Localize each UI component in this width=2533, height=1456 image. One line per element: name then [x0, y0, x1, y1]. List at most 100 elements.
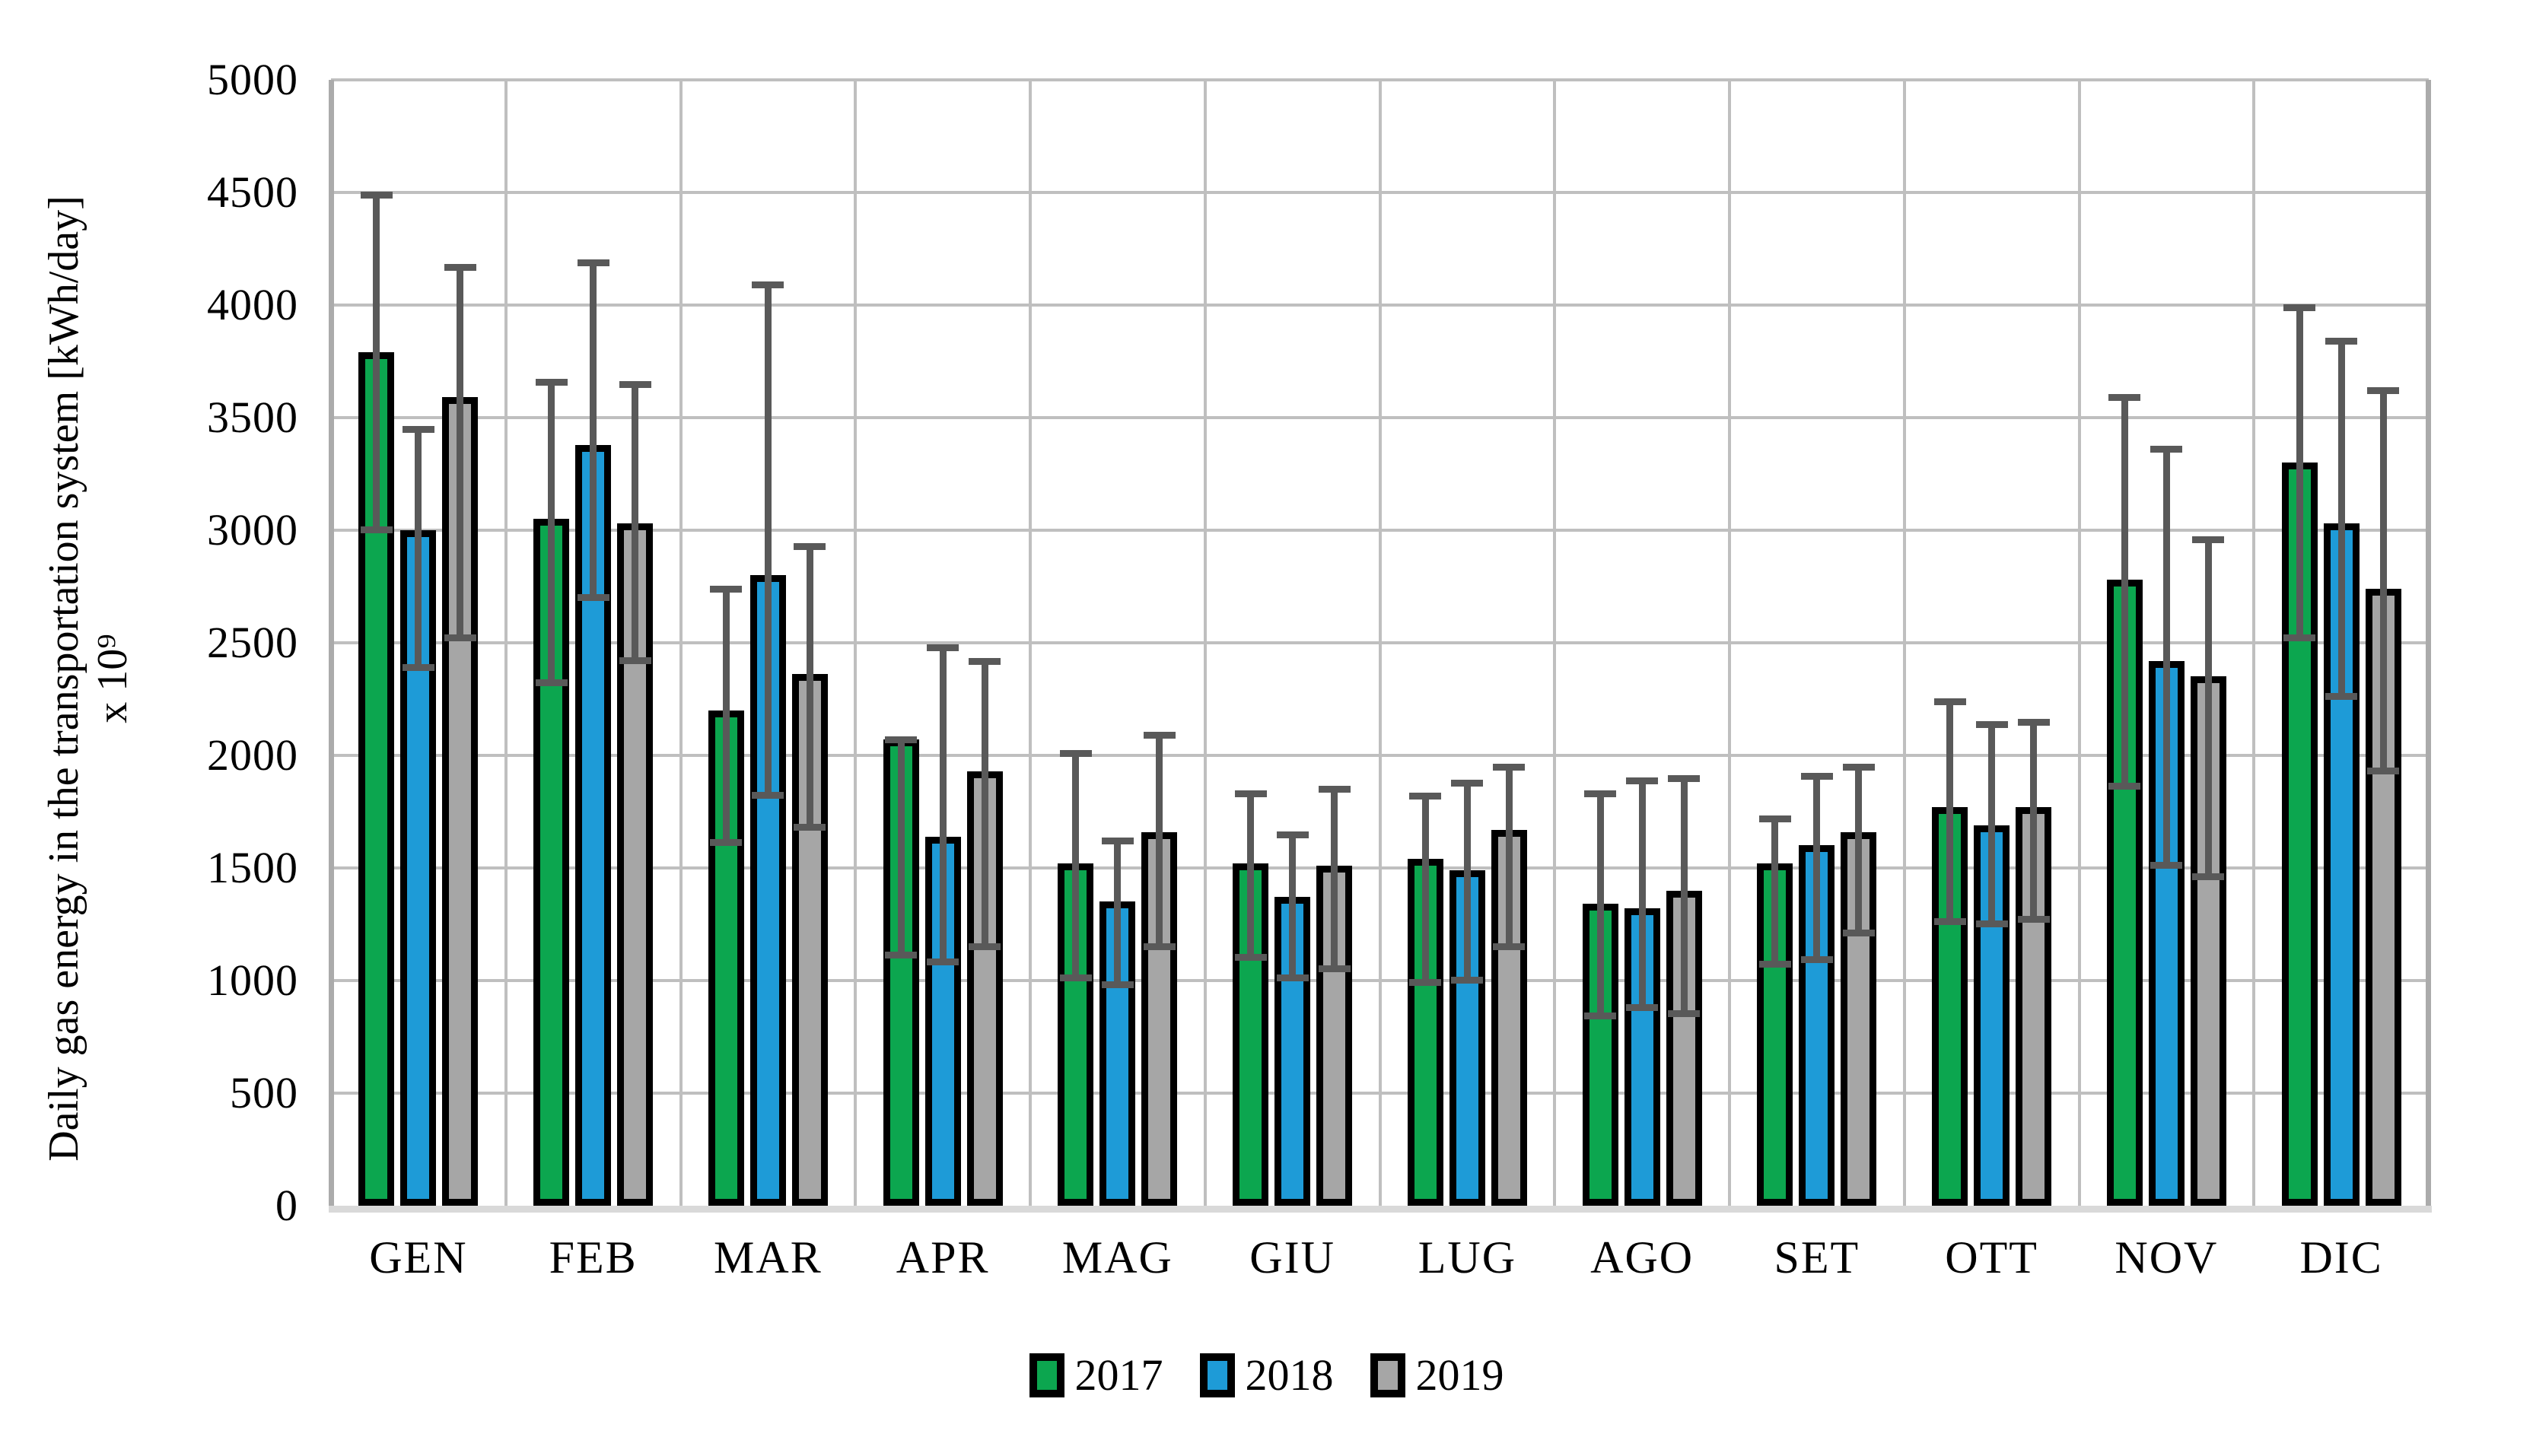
error-bar-cap-top — [1318, 786, 1351, 793]
legend-label-2017: 2017 — [1074, 1350, 1163, 1400]
bar-2019-AGO — [1666, 890, 1702, 1206]
error-bar-cap-bottom — [2325, 693, 2358, 701]
error-bar-cap-bottom — [885, 952, 918, 959]
error-bar-line — [1505, 766, 1513, 947]
error-bar-cap-top — [710, 585, 743, 593]
error-bar-cap-top — [2108, 394, 2141, 402]
error-bar-line — [939, 647, 947, 963]
error-bar-cap-top — [1493, 763, 1526, 771]
error-bar-line — [1946, 701, 1954, 923]
error-bar-cap-top — [577, 259, 609, 266]
error-bar-line — [2296, 307, 2303, 639]
error-bar-cap-bottom — [1143, 943, 1176, 950]
legend-swatch-2018 — [1199, 1353, 1235, 1397]
gridline-vertical — [1203, 80, 1207, 1206]
error-bar-cap-bottom — [2150, 862, 2183, 869]
x-category-label: OTT — [1945, 1232, 2038, 1283]
gridline-vertical — [504, 80, 508, 1206]
bar-2019-NOV — [2190, 676, 2226, 1206]
error-bar-line — [764, 285, 772, 796]
gridline-vertical — [2077, 80, 2081, 1206]
error-bar-cap-top — [2017, 718, 2050, 726]
error-bar-cap-bottom — [1493, 943, 1526, 950]
error-bar-cap-bottom — [1800, 956, 1833, 964]
x-category-label: LUG — [1418, 1232, 1517, 1283]
error-bar-cap-bottom — [2017, 916, 2050, 924]
error-bar-cap-bottom — [1101, 981, 1134, 988]
error-bar-line — [2379, 390, 2387, 771]
error-bar-cap-bottom — [1059, 974, 1092, 982]
y-tick-label: 2000 — [207, 730, 298, 780]
error-bar-cap-top — [1143, 732, 1176, 739]
error-bar-cap-bottom — [1975, 920, 2008, 927]
error-bar-cap-bottom — [710, 839, 743, 847]
error-bar-line — [981, 660, 988, 947]
legend-swatch-2019 — [1370, 1353, 1405, 1397]
gridline-vertical — [1553, 80, 1557, 1206]
gridline-vertical — [854, 80, 858, 1206]
bar-2018-LUG — [1449, 869, 1485, 1206]
error-bar-line — [806, 545, 813, 828]
legend-swatch-2017 — [1029, 1353, 1064, 1397]
y-axis-title-line2: x 10⁹ — [89, 634, 136, 723]
x-category-label: NOV — [2115, 1232, 2219, 1283]
y-tick-label: 3000 — [207, 505, 298, 555]
error-bar-cap-bottom — [619, 656, 651, 664]
error-bar-cap-top — [752, 281, 784, 289]
x-category-label: MAR — [714, 1232, 823, 1283]
error-bar-line — [632, 383, 639, 661]
gridline-vertical — [2252, 80, 2256, 1206]
error-bar-line — [2121, 397, 2128, 787]
error-bar-cap-top — [1800, 772, 1833, 780]
error-bar-cap-bottom — [360, 526, 393, 533]
bar-2017-AGO — [1582, 904, 1618, 1206]
error-bar-cap-top — [535, 378, 568, 386]
error-bar-line — [1638, 780, 1646, 1008]
error-bar-line — [1289, 834, 1297, 979]
error-bar-cap-bottom — [927, 958, 959, 966]
bar-2018-GEN — [400, 530, 437, 1206]
error-bar-line — [590, 262, 597, 598]
error-bar-cap-bottom — [1318, 965, 1351, 973]
gridline-vertical — [1378, 80, 1382, 1206]
error-bar-line — [1680, 777, 1688, 1015]
legend: 2017 2018 2019 — [0, 1341, 2533, 1410]
y-axis-title: Daily gas energy in the transportation s… — [30, 142, 145, 1215]
error-bar-cap-top — [885, 736, 918, 744]
error-bar-cap-top — [1276, 831, 1309, 838]
gridline-vertical — [679, 80, 683, 1206]
error-bar-line — [373, 194, 380, 530]
error-bar-line — [2337, 341, 2345, 698]
error-bar-cap-top — [1668, 774, 1701, 782]
error-bar-cap-bottom — [969, 943, 1001, 950]
y-tick-label: 4500 — [207, 167, 298, 217]
error-bar-line — [1421, 796, 1429, 983]
error-bar-cap-top — [1101, 838, 1134, 845]
error-bar-cap-top — [402, 425, 434, 433]
error-bar-cap-bottom — [402, 663, 434, 671]
bar-2019-LUG — [1491, 829, 1527, 1206]
error-bar-cap-top — [444, 263, 476, 271]
y-tick-label: 3500 — [207, 393, 298, 442]
error-bar-cap-top — [969, 657, 1001, 665]
bar-2019-MAR — [791, 674, 828, 1206]
error-bar-cap-bottom — [794, 823, 826, 831]
error-bar-line — [548, 381, 555, 684]
error-bar-line — [1771, 818, 1779, 965]
x-category-label: FEB — [549, 1232, 638, 1283]
error-bar-cap-top — [1933, 698, 1966, 705]
error-bar-cap-bottom — [1409, 978, 1442, 986]
error-bar-line — [1114, 841, 1122, 985]
x-category-label: AGO — [1590, 1232, 1695, 1283]
y-tick-label: 4000 — [207, 280, 298, 329]
gridline-vertical — [1728, 80, 1731, 1206]
error-bar-line — [1596, 793, 1604, 1017]
error-bar-cap-top — [1758, 815, 1791, 822]
error-bar-line — [1463, 782, 1471, 981]
error-bar-line — [415, 428, 422, 668]
error-bar-cap-bottom — [1234, 954, 1267, 962]
x-category-label: APR — [896, 1232, 990, 1283]
y-tick-label: 500 — [230, 1068, 298, 1117]
error-bar-cap-top — [1059, 750, 1092, 758]
